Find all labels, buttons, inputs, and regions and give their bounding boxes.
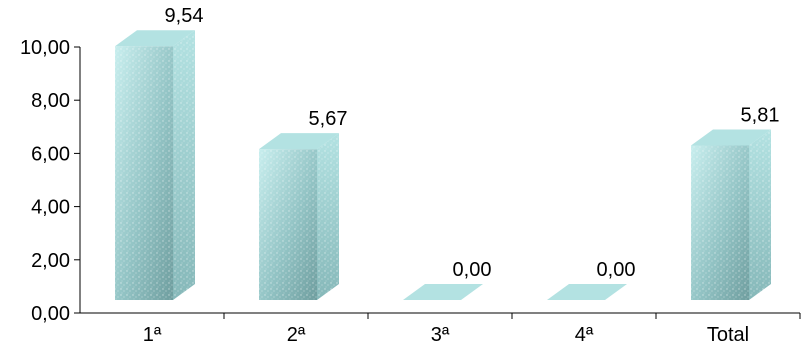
data-label: 5,67 <box>309 108 348 130</box>
data-label: 0,00 <box>597 259 636 281</box>
bar-side-texture <box>173 30 195 301</box>
bar-front-texture <box>259 149 317 300</box>
y-tick-label: 0,00 <box>31 303 70 325</box>
bar-top <box>115 30 195 47</box>
y-tick-label: 8,00 <box>31 90 70 112</box>
y-tick-label: 4,00 <box>31 197 70 219</box>
bar-side-texture <box>317 133 339 300</box>
labels: 0,00 2,00 4,00 6,00 8,00 10,00 9,54 1ª 5,67 2ª 0,0… <box>20 5 780 346</box>
bar-top <box>547 284 627 300</box>
bar-2 <box>259 133 339 300</box>
x-tick-label: 3ª <box>431 324 450 346</box>
bar-front-texture <box>115 46 173 301</box>
data-label: 5,81 <box>741 104 780 126</box>
x-tick-label: 1ª <box>143 324 162 346</box>
bar-side-texture <box>749 129 771 300</box>
x-tick-label: Total <box>707 324 749 346</box>
y-tick-label: 2,00 <box>31 250 70 272</box>
x-tick-label: 2ª <box>287 324 306 346</box>
axes <box>74 46 801 319</box>
y-tick-label: 10,00 <box>20 37 70 59</box>
bar-4 <box>547 284 627 300</box>
bars <box>115 30 771 301</box>
data-label: 9,54 <box>165 5 204 27</box>
bar-top <box>691 129 771 146</box>
y-tick-label: 6,00 <box>31 143 70 165</box>
bar-top <box>403 284 483 300</box>
bar-3 <box>403 284 483 300</box>
bar-top <box>259 133 339 150</box>
bar-1 <box>115 30 195 301</box>
x-tick-label: 4ª <box>575 324 594 346</box>
bar-front-texture <box>691 145 749 300</box>
bar-5 <box>691 129 771 300</box>
data-label: 0,00 <box>453 259 492 281</box>
